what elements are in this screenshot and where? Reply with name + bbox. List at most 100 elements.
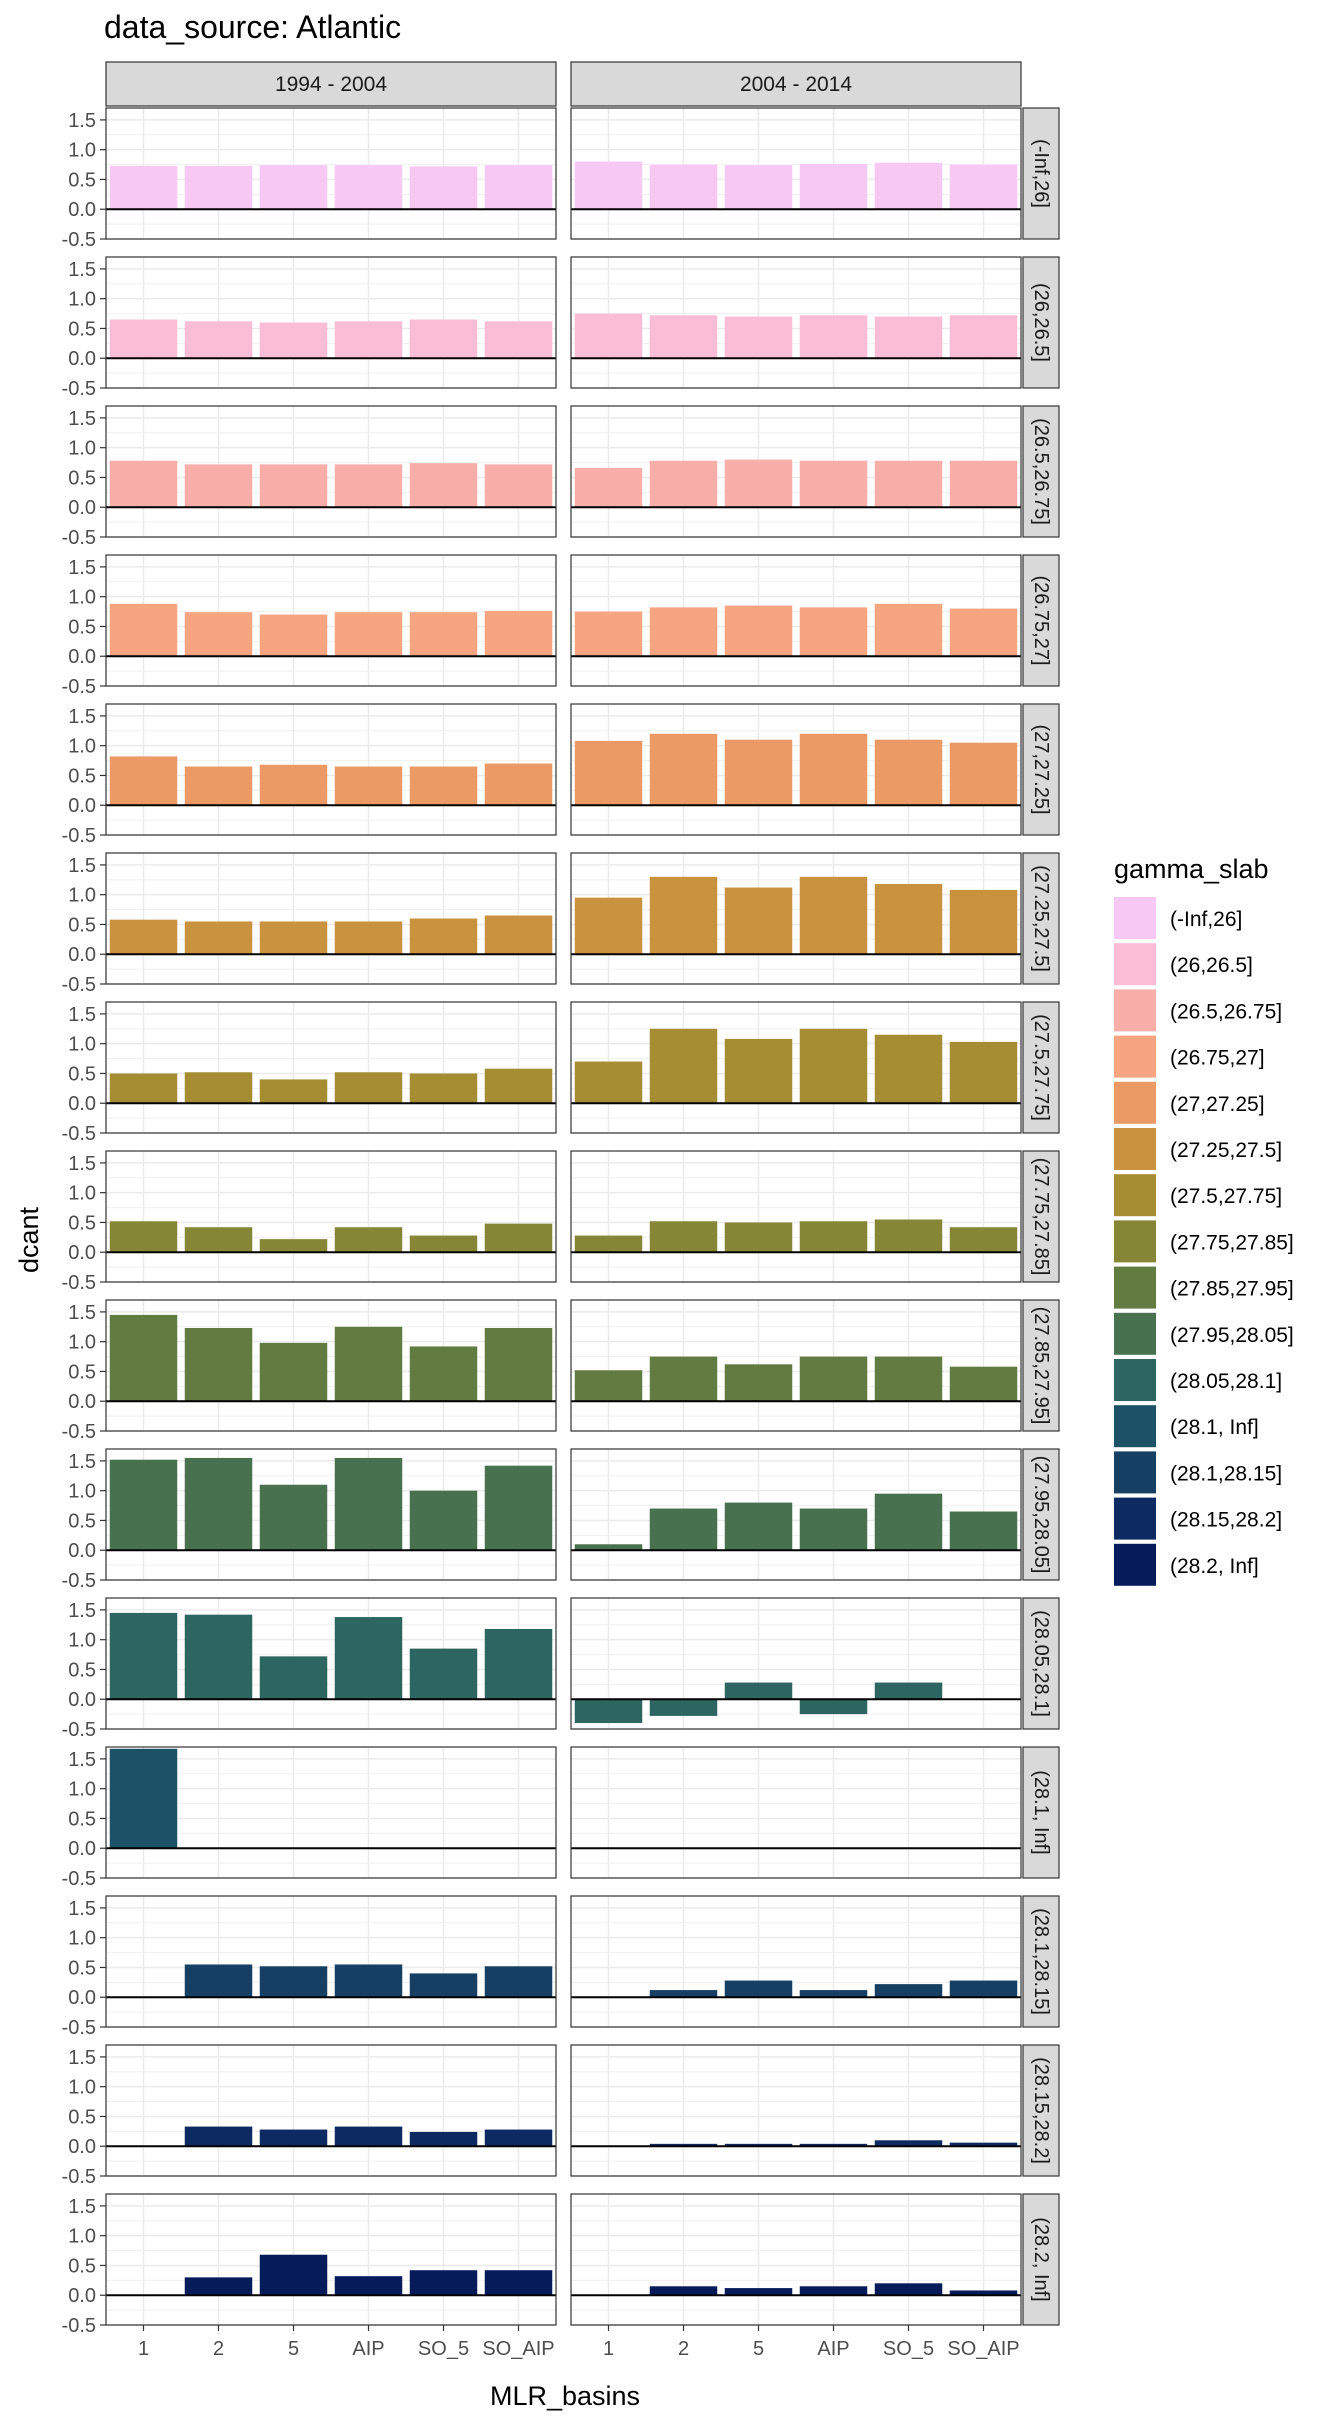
y-tick-label: 0.0 xyxy=(68,1689,96,1711)
bar-1 xyxy=(109,756,178,806)
x-tick-label: SO_5 xyxy=(418,2338,469,2360)
row-strip xyxy=(1022,852,1060,985)
panel-background xyxy=(106,257,556,388)
legend-swatch xyxy=(1114,1035,1156,1078)
bar-SO_AIP xyxy=(949,1366,1018,1402)
panel-border xyxy=(570,554,1022,687)
y-tick-label: 1.0 xyxy=(68,1779,96,1801)
row-strip-label: (28.1, Inf] xyxy=(1030,1770,1052,1855)
bar-SO_AIP xyxy=(484,610,553,657)
row-strip xyxy=(1022,2044,1060,2177)
bar-SO_AIP xyxy=(484,1223,553,1253)
bar-AIP xyxy=(799,733,868,806)
bar-2 xyxy=(649,2286,718,2296)
bar-AIP xyxy=(799,1508,868,1551)
bar-SO_5 xyxy=(409,1973,478,1998)
bar-2 xyxy=(184,464,253,508)
bar-5 xyxy=(724,316,793,359)
bar-SO_AIP xyxy=(949,164,1018,210)
bar-SO_AIP xyxy=(949,742,1018,806)
bar-SO_AIP xyxy=(949,889,1018,955)
panel-border xyxy=(570,1895,1022,2028)
bar-1 xyxy=(109,1748,178,1849)
bar-AIP xyxy=(799,607,868,657)
y-tick-label: 1.0 xyxy=(68,736,96,758)
row-strip xyxy=(1022,1150,1060,1283)
legend-label: (27.25,27.5] xyxy=(1170,1139,1282,1162)
y-tick-label: 0.5 xyxy=(68,914,96,936)
bar-2 xyxy=(649,1508,718,1551)
legend-label: (27.75,27.85] xyxy=(1170,1231,1294,1254)
panel-border xyxy=(105,1001,557,1134)
bar-5 xyxy=(259,165,328,210)
legend-swatch xyxy=(1114,1405,1156,1448)
bar-SO_AIP xyxy=(484,464,553,508)
panel-border xyxy=(570,107,1022,240)
y-tick-label: 0.0 xyxy=(68,795,96,817)
legend-label: (26,26.5] xyxy=(1170,954,1253,977)
row-strip xyxy=(1022,1746,1060,1879)
bar-SO_AIP xyxy=(484,1966,553,1998)
y-tick-label: -0.5 xyxy=(62,1570,96,1592)
bar-5 xyxy=(724,1682,793,1700)
bar-AIP xyxy=(334,1964,403,1998)
panel-border xyxy=(570,1448,1022,1581)
y-tick-label: 1.5 xyxy=(68,1898,96,1920)
y-tick-label: -0.5 xyxy=(62,527,96,549)
panel-border xyxy=(570,1299,1022,1432)
bar-AIP xyxy=(334,1326,403,1402)
bar-AIP xyxy=(334,2276,403,2296)
panel-border xyxy=(105,1448,557,1581)
row-strip xyxy=(1022,703,1060,836)
bar-2 xyxy=(649,460,718,508)
bar-SO_5 xyxy=(874,1356,943,1402)
bar-5 xyxy=(259,1656,328,1700)
legend-swatch xyxy=(1114,1128,1156,1170)
bar-5 xyxy=(724,605,793,657)
bar-SO_AIP xyxy=(484,1465,553,1551)
bar-1 xyxy=(109,1221,178,1253)
y-tick-label: 1.5 xyxy=(68,408,96,430)
row-strip xyxy=(1022,1001,1060,1134)
bar-2 xyxy=(184,1327,253,1402)
bar-SO_5 xyxy=(409,166,478,210)
bar-2 xyxy=(649,1028,718,1104)
bar-SO_AIP xyxy=(484,2270,553,2296)
bar-2 xyxy=(649,1221,718,1253)
bar-2 xyxy=(184,2126,253,2147)
panel-border xyxy=(105,1150,557,1283)
bar-AIP xyxy=(334,2126,403,2147)
y-tick-label: -0.5 xyxy=(62,2166,96,2188)
panel-border xyxy=(105,2193,557,2326)
panel-background xyxy=(571,1449,1021,1580)
bar-SO_5 xyxy=(409,463,478,508)
y-tick-label: 0.5 xyxy=(68,1063,96,1085)
legend-swatch xyxy=(1114,1174,1156,1217)
bar-SO_5 xyxy=(874,1219,943,1253)
panel-border xyxy=(570,256,1022,389)
bar-SO_5 xyxy=(874,1493,943,1551)
y-tick-label: 0.0 xyxy=(68,199,96,221)
bar-5 xyxy=(724,2143,793,2147)
panel-background xyxy=(571,1300,1021,1431)
y-tick-label: 0.0 xyxy=(68,1391,96,1413)
bar-2 xyxy=(184,1964,253,1998)
x-tick-label: SO_AIP xyxy=(947,2338,1019,2360)
y-tick-label: 0.5 xyxy=(68,1659,96,1681)
row-strip-label: (26,26.5] xyxy=(1030,283,1052,362)
legend-label: (-Inf,26] xyxy=(1170,908,1242,931)
x-tick-label: 5 xyxy=(288,2338,299,2360)
bar-SO_5 xyxy=(409,1648,478,1700)
x-tick-label: 5 xyxy=(753,2338,764,2360)
legend-swatch xyxy=(1114,1266,1156,1309)
bar-SO_5 xyxy=(874,1984,943,1998)
bar-1 xyxy=(574,313,643,359)
y-tick-label: 1.0 xyxy=(68,1928,96,1950)
bar-SO_AIP xyxy=(484,1327,553,1402)
y-tick-label: -0.5 xyxy=(62,1421,96,1443)
legend-swatch xyxy=(1114,943,1156,986)
bar-5 xyxy=(259,614,328,657)
panel-background xyxy=(106,1002,556,1133)
bar-1 xyxy=(574,467,643,508)
